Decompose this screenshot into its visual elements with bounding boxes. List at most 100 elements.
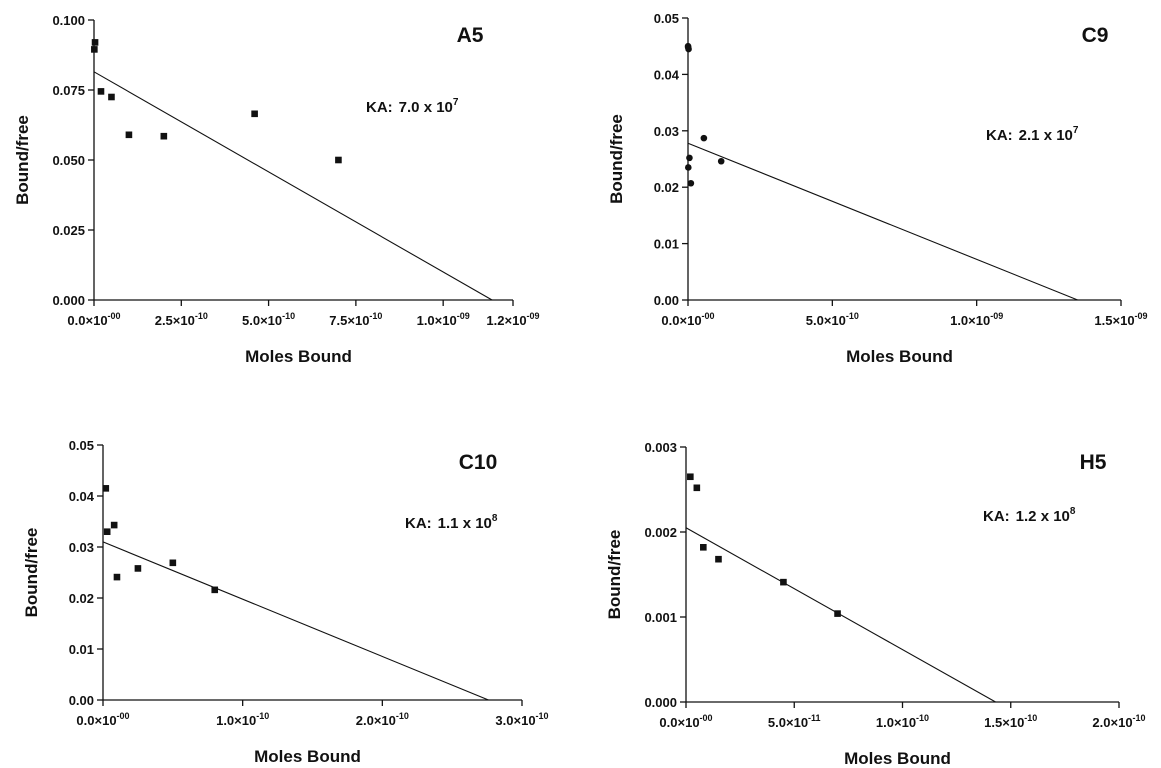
x-tick-label: 2.0×10-10 — [356, 711, 409, 728]
y-axis-title: Bound/free — [605, 530, 624, 620]
x-tick-base: 1.0×10 — [216, 713, 256, 728]
data-point — [251, 110, 258, 118]
data-point — [335, 156, 342, 164]
panel-h5: 0.000 0.001 0.002 0.003 0.0×10-00 5.0×10-11 1.… — [605, 440, 1146, 768]
panel-title: C9 — [1082, 24, 1109, 47]
x-tick-base: 0.0×10 — [67, 313, 107, 328]
x-tick-base: 1.0×10 — [876, 715, 916, 730]
y-tick-label: 0.05 — [654, 11, 679, 26]
x-tick-label: 3.0×10-10 — [495, 711, 548, 728]
y-tick-label: 0.000 — [644, 695, 677, 710]
y-tick-label: 0.03 — [69, 540, 94, 555]
y-tick-label: 0.04 — [654, 67, 680, 82]
panel-c9: 0.000.010.020.030.040.050.0×10-00 5.0×10-… — [607, 11, 1148, 366]
ka-prefix: KA: — [983, 508, 1010, 525]
x-tick-exponent: -00 — [700, 713, 713, 723]
data-point — [110, 521, 118, 529]
ka-mantissa: 1.2 x 10 — [1016, 508, 1070, 525]
x-tick-base: 0.0×10 — [76, 713, 116, 728]
x-tick-label: 0.0×10-00 — [659, 713, 712, 730]
data-point — [780, 578, 787, 586]
ka-exponent: 8 — [492, 513, 498, 524]
x-tick-base: 7.5×10 — [329, 313, 369, 328]
y-axis-title: Bound/free — [13, 115, 32, 205]
data-point — [687, 179, 695, 187]
data-point — [700, 134, 708, 142]
ka-mantissa: 1.1 x 10 — [438, 515, 492, 532]
x-tick-label: 5.0×10-10 — [242, 311, 295, 328]
y-tick-label: 0.100 — [52, 13, 85, 28]
x-tick-base: 5.0×10 — [768, 715, 808, 730]
data-point — [687, 473, 694, 481]
panel-title: A5 — [457, 24, 484, 47]
x-tick-label: 1.0×10-10 — [876, 713, 929, 730]
x-tick-exponent: -11 — [808, 713, 821, 723]
x-axis-title: Moles Bound — [245, 347, 352, 366]
y-tick-label: 0.02 — [69, 591, 94, 606]
ka-mantissa: 2.1 x 10 — [1019, 127, 1073, 144]
data-point — [685, 45, 692, 53]
ka-prefix: KA: — [366, 99, 393, 116]
data-point — [700, 544, 707, 551]
x-tick-label: 1.0×10-10 — [216, 711, 269, 728]
y-tick-label: 0.002 — [644, 525, 677, 540]
data-point — [834, 610, 841, 617]
x-tick-exponent: -00 — [702, 311, 715, 321]
x-tick-label: 1.2×10-09 — [486, 311, 539, 328]
x-tick-label: 2.5×10-10 — [155, 311, 208, 328]
x-tick-label: 0.0×10-00 — [67, 311, 120, 328]
data-point — [211, 586, 219, 594]
x-tick-base: 2.5×10 — [155, 313, 195, 328]
x-tick-exponent: -10 — [916, 713, 929, 723]
x-tick-label: 1.0×10-09 — [417, 311, 470, 328]
data-point — [125, 131, 133, 139]
data-point — [102, 485, 110, 492]
x-tick-label: 1.5×10-09 — [1094, 311, 1147, 328]
y-tick-label: 0.001 — [644, 610, 677, 625]
data-point — [160, 132, 168, 140]
ka-annotation: KA: 1.2 x 108 — [983, 506, 1076, 525]
regression-line — [93, 71, 493, 301]
x-tick-exponent: -09 — [1135, 311, 1148, 321]
x-tick-base: 0.0×10 — [659, 715, 699, 730]
y-tick-label: 0.00 — [69, 693, 94, 708]
data-point — [113, 573, 121, 581]
data-point — [684, 164, 692, 171]
x-tick-base: 1.2×10 — [486, 313, 526, 328]
x-tick-exponent: -10 — [1133, 713, 1146, 723]
x-tick-exponent: -09 — [527, 311, 540, 321]
x-tick-base: 1.0×10 — [417, 313, 457, 328]
ka-annotation: KA: 2.1 x 107 — [986, 125, 1079, 144]
data-point — [715, 555, 722, 563]
data-point — [91, 46, 98, 53]
y-tick-label: 0.050 — [52, 153, 85, 168]
regression-line — [102, 541, 489, 701]
x-tick-label: 0.0×10-00 — [76, 711, 129, 728]
y-axis-title: Bound/free — [22, 528, 41, 618]
data-point — [103, 528, 111, 535]
x-tick-label: 5.0×10-10 — [806, 311, 859, 328]
x-tick-exponent: -10 — [282, 311, 295, 321]
x-tick-base: 2.0×10 — [1092, 715, 1132, 730]
x-tick-exponent: -09 — [990, 311, 1003, 321]
ka-annotation: KA: 1.1 x 108 — [405, 513, 498, 532]
x-tick-base: 5.0×10 — [806, 313, 846, 328]
y-tick-label: 0.01 — [69, 642, 94, 657]
x-tick-exponent: -10 — [846, 311, 859, 321]
y-tick-label: 0.02 — [654, 180, 679, 195]
ka-exponent: 8 — [1070, 506, 1076, 517]
x-tick-exponent: -00 — [108, 311, 121, 321]
data-point — [91, 39, 99, 46]
x-tick-label: 0.0×10-00 — [661, 311, 714, 328]
x-tick-exponent: -00 — [117, 711, 130, 721]
y-tick-label: 0.03 — [654, 124, 679, 139]
x-tick-exponent: -10 — [256, 711, 269, 721]
data-point — [97, 88, 105, 95]
x-tick-base: 3.0×10 — [495, 713, 535, 728]
y-tick-label: 0.01 — [654, 237, 679, 252]
x-axis-title: Moles Bound — [844, 749, 951, 768]
panel-c10: 0.000.010.020.030.040.050.0×10-00 1.0×10-… — [22, 438, 549, 766]
ka-exponent: 7 — [453, 97, 459, 108]
x-tick-label: 2.0×10-10 — [1092, 713, 1145, 730]
